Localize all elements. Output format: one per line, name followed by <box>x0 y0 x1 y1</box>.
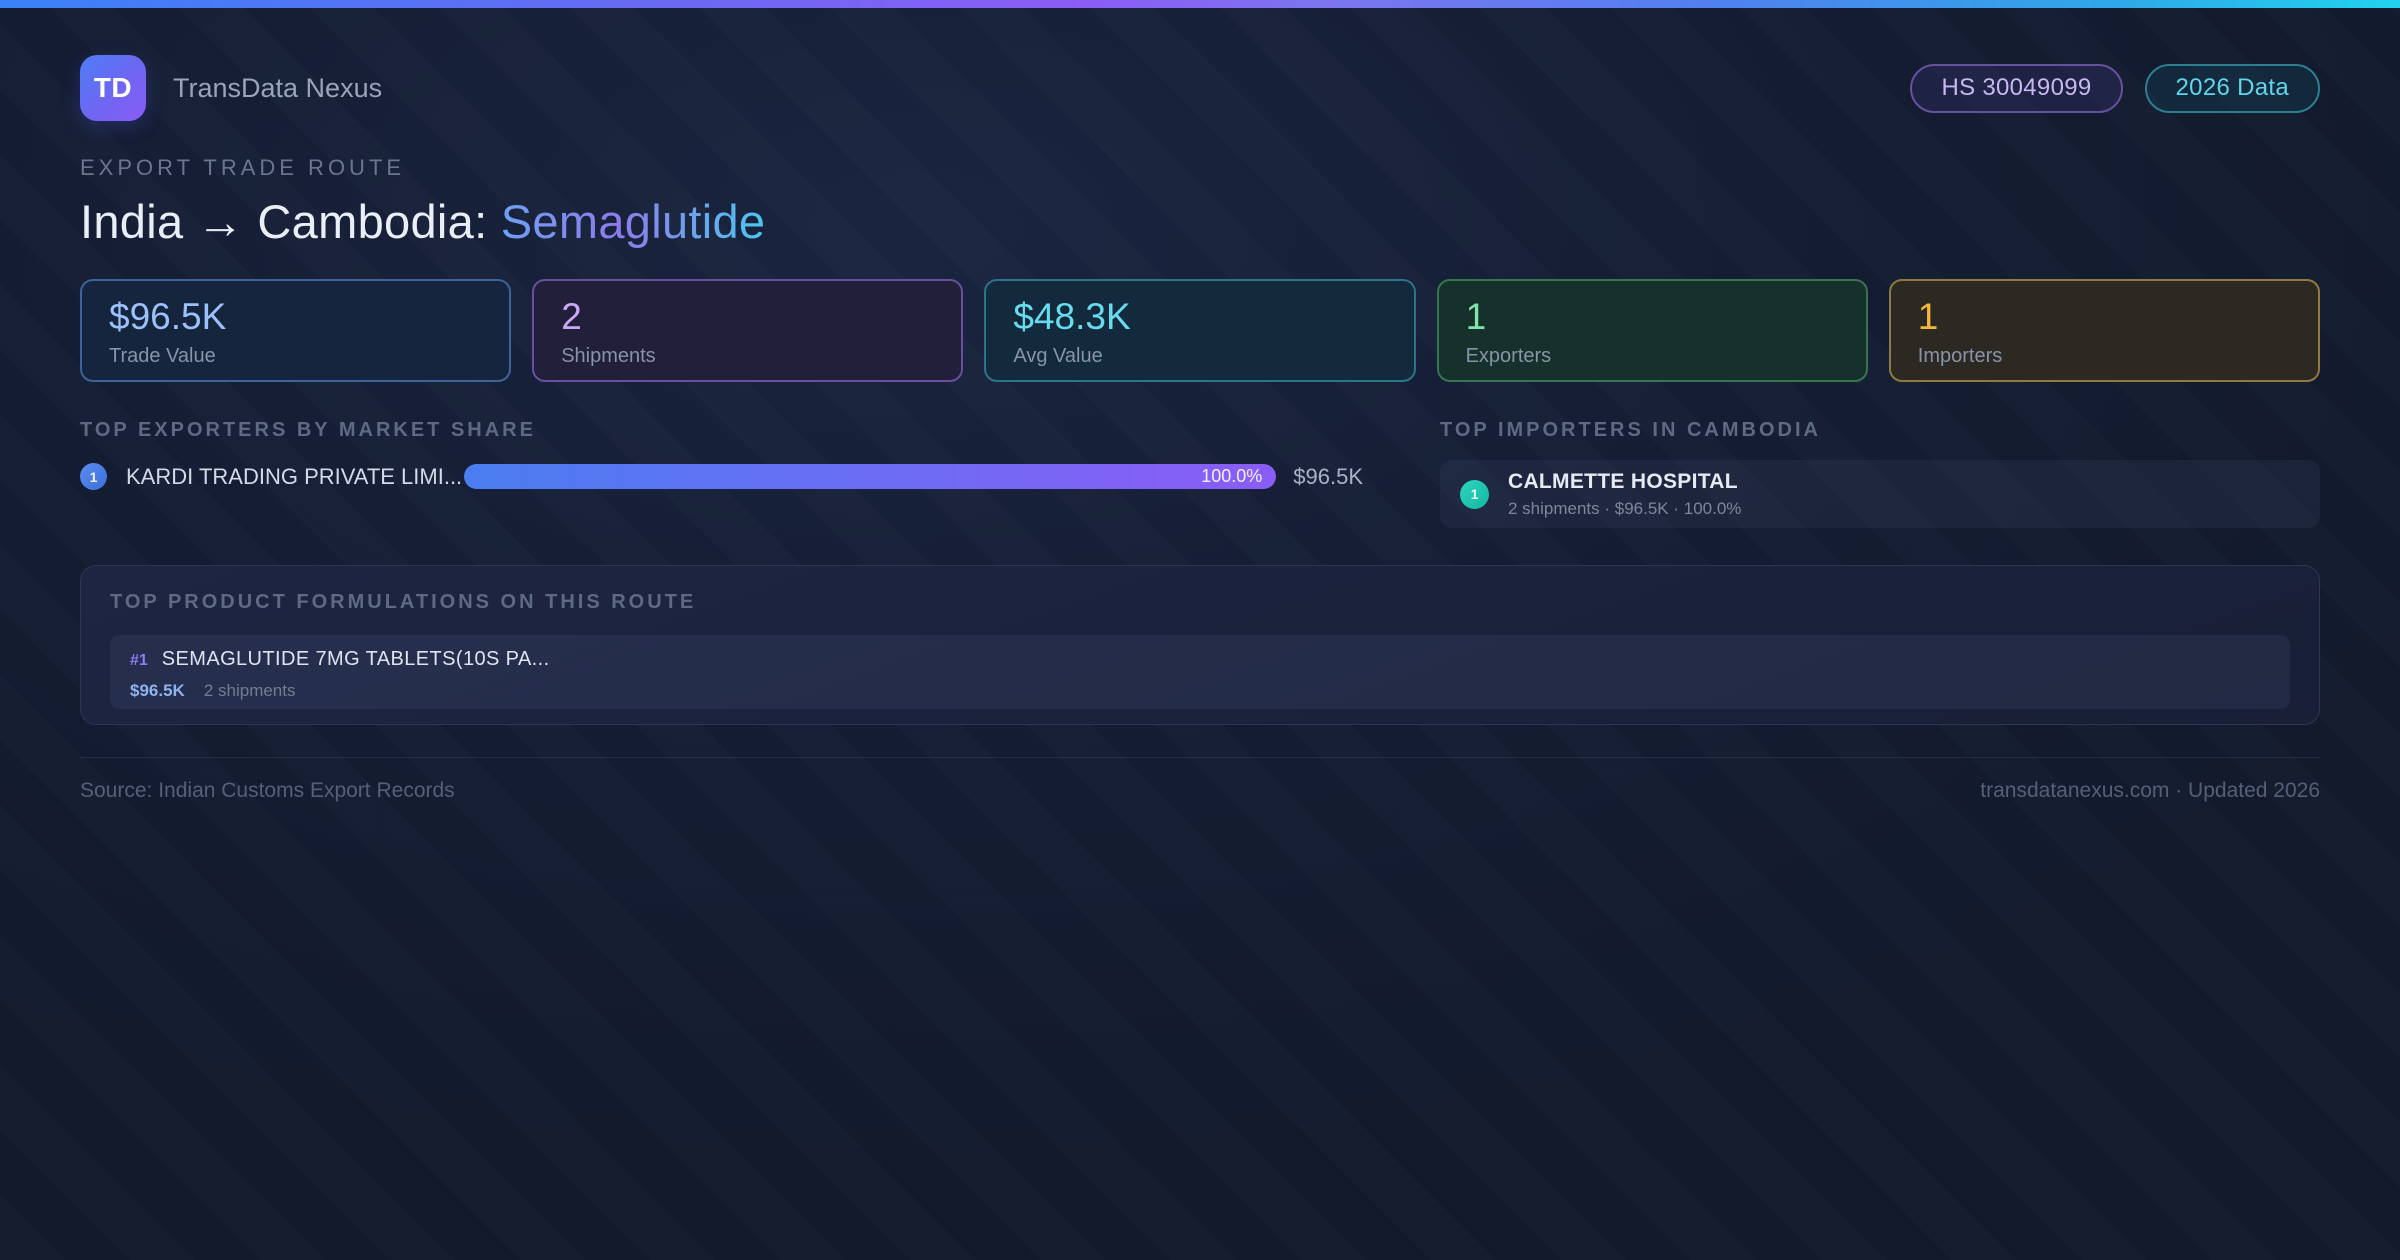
importer-info: CALMETTE HOSPITAL 2 shipments · $96.5K ·… <box>1508 470 1741 519</box>
product-shipments: 2 shipments <box>203 681 296 700</box>
footer-source: Source: Indian Customs Export Records <box>80 779 455 802</box>
page-title: India → Cambodia: Semaglutide <box>80 194 2320 249</box>
product-title-line: #1 SEMAGLUTIDE 7MG TABLETS(10S PA... <box>130 648 2270 671</box>
stat-cards-row: $96.5K Trade Value 2 Shipments $48.3K Av… <box>80 279 2320 382</box>
stat-value: 2 <box>561 296 582 337</box>
page-title-main: India → Cambodia: <box>80 195 501 248</box>
stat-label: Shipments <box>561 344 656 367</box>
stat-card-shipments: 2 Shipments <box>532 279 964 382</box>
product-rank-label: #1 <box>130 652 148 669</box>
brand: TD TransData Nexus <box>80 55 382 121</box>
lists-section: TOP EXPORTERS BY MARKET SHARE 1 KARDI TR… <box>80 419 2320 528</box>
stat-value: 1 <box>1917 296 1939 337</box>
page-title-product: Semaglutide <box>500 195 766 248</box>
importers-section: TOP IMPORTERS IN CAMBODIA 1 CALMETTE HOS… <box>1440 419 2320 528</box>
product-meta-line: $96.5K 2 shipments <box>130 681 2270 701</box>
app-header: TD TransData Nexus HS 30049099 2026 Data <box>80 55 2320 121</box>
market-share-bar-fill: 100.0% <box>464 464 1277 489</box>
market-share-bar-track: 100.0% <box>464 464 1277 489</box>
stat-label: Trade Value <box>109 344 216 367</box>
page-footer: Source: Indian Customs Export Records tr… <box>80 757 2320 803</box>
stat-label: Avg Value <box>1013 344 1103 367</box>
product-list-item[interactable]: #1 SEMAGLUTIDE 7MG TABLETS(10S PA... $96… <box>110 635 2290 709</box>
product-name: SEMAGLUTIDE 7MG TABLETS(10S PA... <box>161 648 550 670</box>
stat-card-exporters: 1 Exporters <box>1436 279 1868 382</box>
stat-value: $96.5K <box>109 296 227 337</box>
brand-logo: TD <box>80 55 146 121</box>
hs-code-badge[interactable]: HS 30049099 <box>1910 63 2123 113</box>
stat-card-importers: 1 Importers <box>1888 279 2320 382</box>
stat-card-trade-value: $96.5K Trade Value <box>80 279 512 382</box>
exporter-list-item[interactable]: 1 KARDI TRADING PRIVATE LIMI... 100.0% $… <box>80 463 1363 490</box>
product-formulations-panel: TOP PRODUCT FORMULATIONS ON THIS ROUTE #… <box>80 565 2320 725</box>
market-share-percent-label: 100.0% <box>1201 466 1263 486</box>
exporters-section-title: TOP EXPORTERS BY MARKET SHARE <box>80 419 536 441</box>
stat-label: Importers <box>1917 344 2003 367</box>
route-eyebrow: EXPORT TRADE ROUTE <box>80 155 406 180</box>
importer-rank-badge: 1 <box>1460 479 1489 509</box>
stat-label: Exporters <box>1465 344 1552 367</box>
stat-value: $48.3K <box>1013 296 1131 337</box>
exporters-section: TOP EXPORTERS BY MARKET SHARE 1 KARDI TR… <box>80 419 1363 528</box>
importer-list-item[interactable]: 1 CALMETTE HOSPITAL 2 shipments · $96.5K… <box>1440 460 2320 528</box>
importers-section-title: TOP IMPORTERS IN CAMBODIA <box>1440 419 1821 441</box>
product-value: $96.5K <box>130 681 185 700</box>
accent-gradient-bar <box>0 0 2400 8</box>
exporter-rank-badge: 1 <box>80 463 107 490</box>
products-section-title: TOP PRODUCT FORMULATIONS ON THIS ROUTE <box>110 591 697 613</box>
header-badges: HS 30049099 2026 Data <box>1910 63 2320 113</box>
exporter-trade-value: $96.5K <box>1293 463 1363 489</box>
stat-card-avg-value: $48.3K Avg Value <box>984 279 1416 382</box>
footer-site-info: transdatanexus.com · Updated 2026 <box>1980 779 2320 802</box>
stat-value: 1 <box>1465 296 1487 337</box>
importer-name: CALMETTE HOSPITAL <box>1508 469 1738 493</box>
importer-meta: 2 shipments · $96.5K · 100.0% <box>1508 498 1742 518</box>
brand-name: TransData Nexus <box>173 72 383 103</box>
year-data-badge[interactable]: 2026 Data <box>2144 63 2320 113</box>
page-container: TD TransData Nexus HS 30049099 2026 Data… <box>0 55 2400 803</box>
exporter-name: KARDI TRADING PRIVATE LIMI... <box>126 463 463 489</box>
